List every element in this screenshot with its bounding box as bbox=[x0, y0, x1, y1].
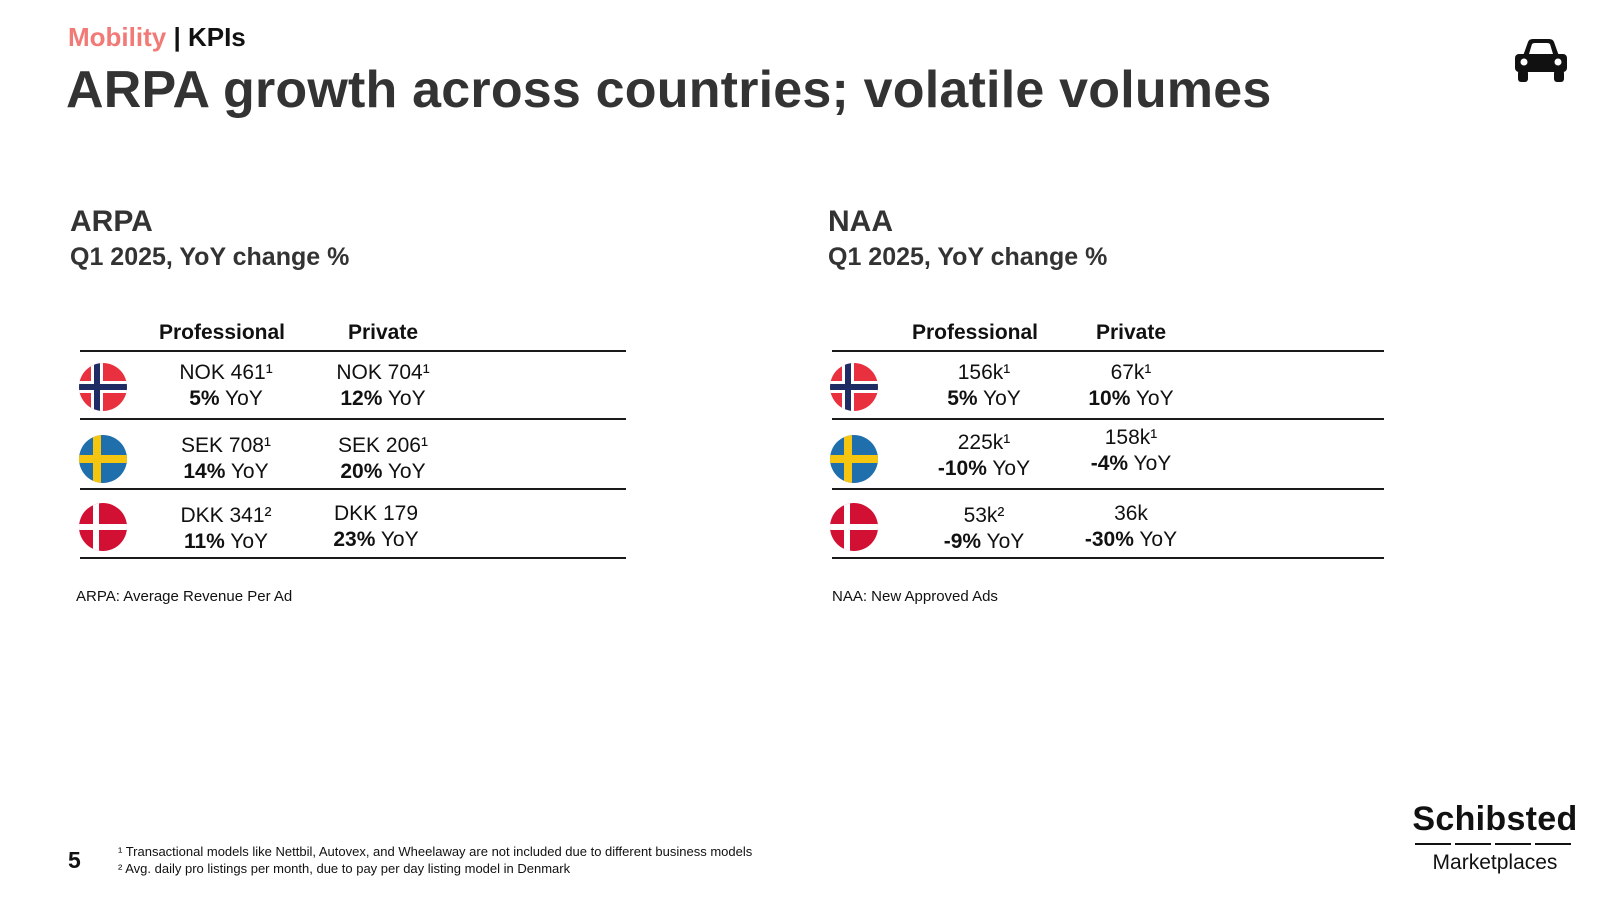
naa-se-professional: 225k¹ -10% YoY bbox=[894, 430, 1074, 482]
naa-col-professional: Professional bbox=[911, 321, 1039, 344]
naa-no-private-value: 67k¹ bbox=[1110, 361, 1152, 384]
denmark-flag-icon bbox=[79, 503, 127, 551]
arpa-bottom-rule bbox=[80, 557, 626, 559]
naa-se-professional-change: -10% YoY bbox=[937, 457, 1031, 480]
arpa-dk-professional-change: 11% YoY bbox=[183, 530, 269, 553]
arpa-note: ARPA: Average Revenue Per Ad bbox=[76, 588, 293, 605]
arpa-no-professional: NOK 461¹ 5% YoY bbox=[136, 360, 316, 412]
logo-wordmark: Schibsted bbox=[1412, 800, 1578, 838]
norway-flag-icon bbox=[830, 363, 878, 411]
naa-row-rule bbox=[832, 418, 1384, 420]
car-icon bbox=[1515, 39, 1567, 82]
arpa-se-private: SEK 206¹ 20% YoY bbox=[293, 433, 473, 485]
naa-title: NAA bbox=[828, 205, 893, 238]
arpa-no-private: NOK 704¹ 12% YoY bbox=[293, 360, 473, 412]
naa-note: NAA: New Approved Ads bbox=[832, 588, 998, 605]
arpa-col-private: Private bbox=[347, 321, 419, 344]
section-kicker: Mobility | KPIs bbox=[68, 22, 246, 53]
footnotes: ¹ Transactional models like Nettbil, Aut… bbox=[118, 843, 752, 877]
arpa-subtitle: Q1 2025, YoY change % bbox=[70, 243, 350, 271]
footnote-1: ¹ Transactional models like Nettbil, Aut… bbox=[118, 844, 753, 859]
logo-subtitle: Marketplaces bbox=[1432, 851, 1558, 874]
arpa-no-professional-change: 5% YoY bbox=[189, 387, 263, 410]
sweden-flag-icon bbox=[830, 435, 878, 483]
slide-title: ARPA growth across countries; volatile v… bbox=[66, 61, 1272, 119]
arpa-se-private-value: SEK 206¹ bbox=[338, 434, 428, 457]
denmark-flag-icon bbox=[830, 503, 878, 551]
naa-se-private-change: -4% YoY bbox=[1090, 452, 1172, 475]
naa-dk-professional: 53k² -9% YoY bbox=[894, 503, 1074, 555]
arpa-dk-private: DKK 179 23% YoY bbox=[286, 501, 466, 553]
arpa-dk-private-change: 23% YoY bbox=[333, 528, 419, 551]
naa-panel: NAA Q1 2025, YoY change % Professional P… bbox=[828, 205, 1528, 625]
footnote-2: ² Avg. daily pro listings per month, due… bbox=[118, 861, 571, 876]
naa-no-private-change: 10% YoY bbox=[1088, 387, 1174, 410]
arpa-dk-private-value: DKK 179 bbox=[333, 502, 419, 525]
arpa-panel: ARPA Q1 2025, YoY change % Professional … bbox=[70, 205, 770, 625]
schibsted-logo: Schibsted Marketplaces bbox=[1410, 800, 1580, 890]
naa-bottom-rule bbox=[832, 557, 1384, 559]
section-separator: | bbox=[166, 22, 188, 52]
naa-se-private: 158k¹ -4% YoY bbox=[1041, 425, 1221, 477]
naa-dk-private-change: -30% YoY bbox=[1084, 528, 1178, 551]
naa-no-professional-value: 156k¹ bbox=[957, 361, 1011, 384]
arpa-se-professional: SEK 708¹ 14% YoY bbox=[136, 433, 316, 485]
arpa-dk-professional-value: DKK 341² bbox=[180, 504, 272, 527]
logo-divider bbox=[1415, 843, 1575, 845]
naa-row-rule bbox=[832, 488, 1384, 490]
arpa-no-private-change: 12% YoY bbox=[340, 387, 426, 410]
naa-col-private: Private bbox=[1095, 321, 1167, 344]
sweden-flag-icon bbox=[79, 435, 127, 483]
naa-se-private-value: 158k¹ bbox=[1104, 426, 1158, 449]
arpa-dk-professional: DKK 341² 11% YoY bbox=[136, 503, 316, 555]
arpa-row-rule bbox=[80, 488, 626, 490]
naa-dk-professional-value: 53k² bbox=[963, 504, 1005, 527]
arpa-se-professional-value: SEK 708¹ bbox=[181, 434, 271, 457]
naa-dk-private-value: 36k bbox=[1114, 502, 1148, 525]
norway-flag-icon bbox=[79, 363, 127, 411]
naa-dk-professional-change: -9% YoY bbox=[943, 530, 1025, 553]
arpa-header-rule bbox=[80, 350, 626, 352]
arpa-title: ARPA bbox=[70, 205, 153, 238]
section-label: Mobility bbox=[68, 22, 167, 52]
subsection-label: KPIs bbox=[187, 22, 246, 52]
arpa-se-private-change: 20% YoY bbox=[340, 460, 426, 483]
naa-se-professional-value: 225k¹ bbox=[957, 431, 1011, 454]
naa-no-private: 67k¹ 10% YoY bbox=[1041, 360, 1221, 412]
arpa-row-rule bbox=[80, 418, 626, 420]
naa-no-professional-change: 5% YoY bbox=[947, 387, 1021, 410]
naa-subtitle: Q1 2025, YoY change % bbox=[828, 243, 1108, 271]
arpa-col-professional: Professional bbox=[158, 321, 286, 344]
arpa-se-professional-change: 14% YoY bbox=[183, 460, 269, 483]
naa-header-rule bbox=[832, 350, 1384, 352]
naa-no-professional: 156k¹ 5% YoY bbox=[894, 360, 1074, 412]
naa-dk-private: 36k -30% YoY bbox=[1041, 501, 1221, 553]
arpa-no-private-value: NOK 704¹ bbox=[336, 361, 430, 384]
page-number: 5 bbox=[68, 847, 81, 873]
arpa-no-professional-value: NOK 461¹ bbox=[179, 361, 273, 384]
